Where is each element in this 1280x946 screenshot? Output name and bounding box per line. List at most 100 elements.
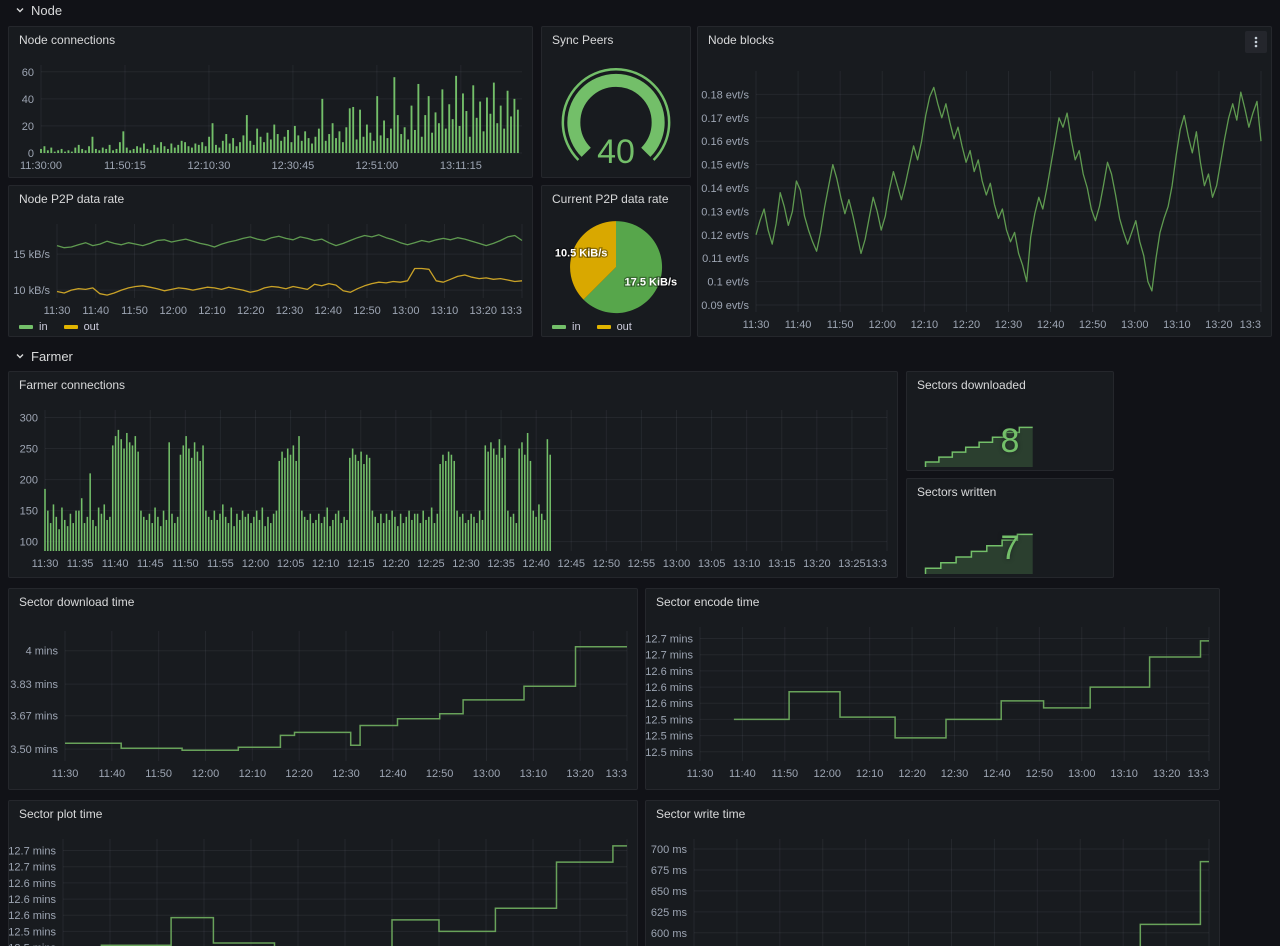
- svg-text:12:15: 12:15: [347, 558, 375, 570]
- svg-text:650 ms: 650 ms: [651, 886, 688, 898]
- svg-text:12:30: 12:30: [941, 768, 969, 780]
- svg-text:12:00: 12:00: [192, 768, 220, 780]
- svg-text:11:40: 11:40: [785, 319, 812, 331]
- svg-text:11:50: 11:50: [771, 768, 798, 780]
- svg-text:11:50: 11:50: [121, 305, 148, 317]
- svg-text:13:3: 13:3: [1188, 768, 1209, 780]
- svg-text:12.6 mins: 12.6 mins: [8, 894, 56, 906]
- section-header-node[interactable]: Node: [14, 2, 62, 18]
- panel-title[interactable]: Farmer connections: [19, 378, 126, 392]
- svg-text:12:30: 12:30: [276, 305, 304, 317]
- svg-text:13:15: 13:15: [768, 558, 796, 570]
- panel-sectors-written: Sectors written 7: [906, 478, 1114, 578]
- svg-text:11:50: 11:50: [827, 319, 854, 331]
- svg-text:13:3: 13:3: [1240, 319, 1261, 331]
- gauge-value: 40: [597, 133, 635, 171]
- panel-farmer-connections: Farmer connections 100 150 200 250 300 11:30 1…: [8, 371, 898, 578]
- svg-text:12:05: 12:05: [277, 558, 305, 570]
- legend-label: in: [572, 321, 581, 333]
- panel-node-blocks: Node blocks 0.09 evt/s 0.1 evt/s 0.11 evt/…: [697, 26, 1272, 337]
- svg-text:11:30: 11:30: [687, 768, 714, 780]
- panel-title[interactable]: Current P2P data rate: [552, 192, 669, 206]
- svg-text:13:20: 13:20: [1153, 768, 1181, 780]
- sector-encode-time-chart: 12.5 mins 12.5 mins 12.5 mins 12.6 mins 12.6…: [645, 615, 1219, 789]
- panel-title[interactable]: Sector plot time: [19, 807, 103, 821]
- legend-label: out: [616, 321, 632, 333]
- panel-sector-download-time: Sector download time 3.50 mins 3.67 mins 3…: [8, 588, 638, 790]
- legend-item-in[interactable]: in: [552, 321, 581, 333]
- svg-text:12:35: 12:35: [487, 558, 515, 570]
- svg-text:11:50: 11:50: [145, 768, 172, 780]
- panel-menu-kebab-icon[interactable]: [1245, 31, 1267, 53]
- panel-title[interactable]: Sector write time: [656, 807, 746, 821]
- svg-text:12:10: 12:10: [856, 768, 884, 780]
- svg-text:12.6 mins: 12.6 mins: [645, 666, 693, 678]
- svg-text:12:40: 12:40: [1037, 319, 1065, 331]
- svg-text:0.17 evt/s: 0.17 evt/s: [701, 113, 749, 125]
- panel-title[interactable]: Sectors downloaded: [917, 378, 1026, 392]
- svg-text:4 mins: 4 mins: [26, 646, 59, 658]
- svg-text:13:25: 13:25: [838, 558, 866, 570]
- panel-sync-peers: Sync Peers 40: [541, 26, 691, 178]
- svg-text:12.7 mins: 12.7 mins: [8, 846, 56, 858]
- svg-text:11:30: 11:30: [743, 319, 770, 331]
- svg-text:200: 200: [20, 475, 38, 487]
- svg-text:12:30: 12:30: [332, 768, 360, 780]
- svg-text:0.11 evt/s: 0.11 evt/s: [702, 253, 749, 265]
- svg-text:0.13 evt/s: 0.13 evt/s: [701, 206, 749, 218]
- svg-text:13:20: 13:20: [469, 305, 497, 317]
- svg-text:13:11:15: 13:11:15: [440, 160, 482, 172]
- svg-text:10.5 KiB/s: 10.5 KiB/s: [555, 248, 608, 260]
- legend-swatch: [19, 325, 33, 329]
- svg-text:12.5 mins: 12.5 mins: [645, 731, 693, 743]
- svg-text:13:05: 13:05: [698, 558, 726, 570]
- svg-text:12.5 mins: 12.5 mins: [645, 714, 693, 726]
- svg-text:13:3: 13:3: [501, 305, 522, 317]
- legend-item-out[interactable]: out: [63, 321, 99, 333]
- svg-text:11:50: 11:50: [172, 558, 199, 570]
- svg-text:13:00: 13:00: [1121, 319, 1149, 331]
- node-blocks-chart: 0.09 evt/s 0.1 evt/s 0.11 evt/s 0.12 evt/s 0…: [698, 53, 1271, 336]
- svg-text:12:51:00: 12:51:00: [355, 160, 398, 172]
- chart-legend[interactable]: in out: [19, 321, 99, 333]
- section-header-farmer[interactable]: Farmer: [14, 348, 73, 364]
- svg-text:17.5 KiB/s: 17.5 KiB/s: [625, 277, 678, 289]
- svg-text:0.1 evt/s: 0.1 evt/s: [707, 277, 749, 289]
- svg-text:11:30:00: 11:30:00: [20, 160, 62, 172]
- svg-text:12.7 mins: 12.7 mins: [645, 634, 693, 646]
- svg-text:11:40: 11:40: [102, 558, 129, 570]
- chevron-down-icon: [16, 354, 24, 359]
- svg-text:12:45: 12:45: [557, 558, 585, 570]
- svg-text:11:45: 11:45: [137, 558, 164, 570]
- panel-title[interactable]: Sector download time: [19, 595, 135, 609]
- section-label: Node: [31, 2, 63, 18]
- svg-text:13:10: 13:10: [1110, 768, 1138, 780]
- legend-item-in[interactable]: in: [19, 321, 48, 333]
- panel-title[interactable]: Sectors written: [917, 485, 997, 499]
- current-p2p-pie-chart: 17.5 KiB/s 10.5 KiB/s: [542, 212, 690, 336]
- svg-text:60: 60: [22, 67, 34, 79]
- legend-swatch: [596, 325, 611, 329]
- svg-text:12:00: 12:00: [159, 305, 187, 317]
- panel-title[interactable]: Node blocks: [708, 33, 775, 47]
- panel-title[interactable]: Node connections: [19, 33, 116, 47]
- chart-legend[interactable]: in out: [552, 321, 632, 333]
- legend-item-out[interactable]: out: [596, 321, 632, 333]
- svg-text:13:10: 13:10: [1163, 319, 1191, 331]
- panel-title[interactable]: Sector encode time: [656, 595, 760, 609]
- svg-text:13:10: 13:10: [733, 558, 761, 570]
- svg-text:0.15 evt/s: 0.15 evt/s: [701, 160, 749, 172]
- svg-text:13:3: 13:3: [606, 768, 627, 780]
- panel-title[interactable]: Node P2P data rate: [19, 192, 125, 206]
- svg-text:11:55: 11:55: [207, 558, 234, 570]
- svg-text:0.18 evt/s: 0.18 evt/s: [701, 89, 749, 101]
- panel-title[interactable]: Sync Peers: [552, 33, 614, 47]
- svg-text:11:35: 11:35: [67, 558, 94, 570]
- svg-text:11:40: 11:40: [729, 768, 756, 780]
- section-label: Farmer: [31, 348, 73, 364]
- svg-text:3.50 mins: 3.50 mins: [10, 744, 58, 756]
- svg-text:0.14 evt/s: 0.14 evt/s: [701, 183, 749, 195]
